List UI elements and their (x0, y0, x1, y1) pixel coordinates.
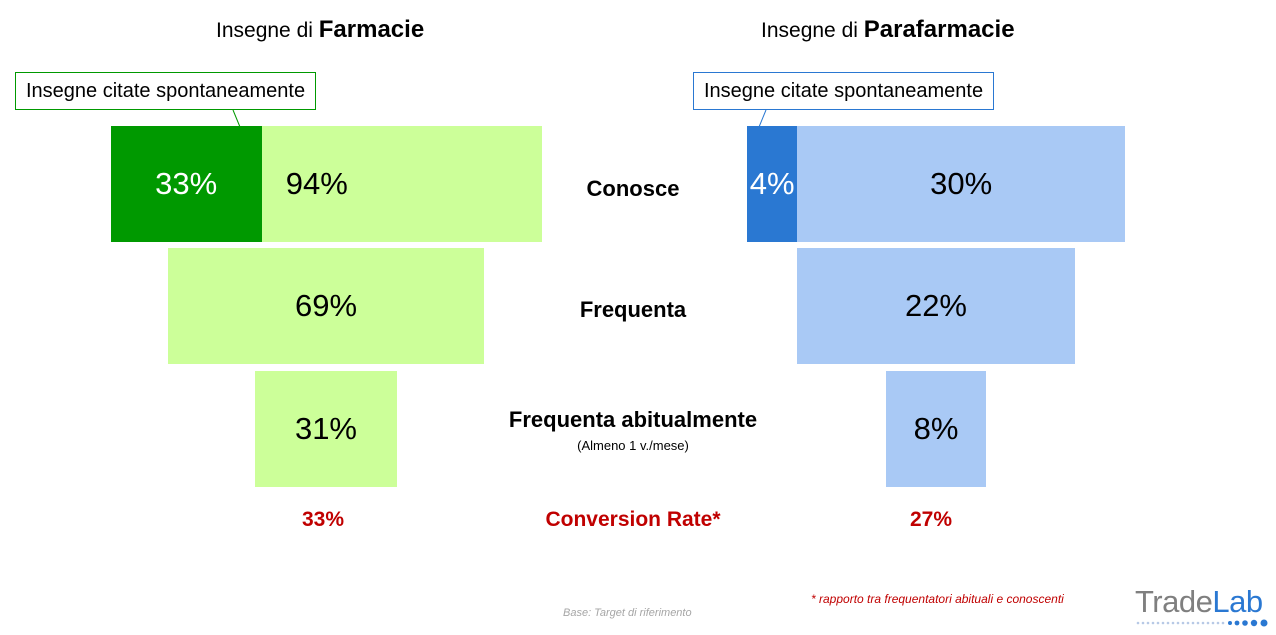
farmacie-callout-pointer (232, 109, 241, 128)
stage-label-frequenta-abitualmente: Frequenta abitualmente (508, 407, 758, 432)
stage-sublabel-frequenta-abitualmente: (Almeno 1 v./mese) (577, 438, 689, 453)
parafarmacie-spontaneous-callout: Insegne citate spontaneamente (693, 72, 995, 110)
logo-trade-text: Trade (1135, 584, 1213, 619)
parafarmacie-bar-conosce: 4% 30% (747, 126, 1125, 242)
farmacie-bar-frequenta: 69% (167, 248, 485, 364)
parafarmacie-title: Insegne di Parafarmacie (761, 16, 1015, 44)
logo-lab-text: Lab (1212, 584, 1263, 619)
stage-label-conosce: Conosce (586, 176, 680, 201)
parafarmacie-value-label-conosce: 30% (930, 166, 993, 201)
parafarmacie-spontaneous-value-label: 4% (749, 166, 795, 201)
tradelab-logo: TradeLab (1135, 584, 1263, 620)
parafarmacie-value-label-frequenta-abitualmente: 8% (913, 411, 959, 446)
farmacie-value-label-frequenta: 69% (294, 288, 358, 323)
conversion-footnote: * rapporto tra frequentatori abituali e … (811, 592, 1064, 606)
farmacie-title: Insegne di Farmacie (216, 16, 424, 44)
farmacie-title-prefix: Insegne di (216, 19, 313, 42)
parafarmacie-title-bold: Parafarmacie (863, 16, 1015, 43)
farmacie-spontaneous-callout: Insegne citate spontaneamente (15, 72, 317, 110)
conversion-rate-label: Conversion Rate* (545, 508, 721, 531)
parafarmacie-bar-frequenta-abitualmente: 8% (885, 371, 987, 487)
parafarmacie-callout-pointer (758, 109, 767, 128)
parafarmacie-spontaneous-bar: 4% (747, 126, 798, 242)
farmacie-bar-frequenta-abitualmente: 31% (254, 371, 398, 487)
farmacie-value-label-conosce: 94% (285, 166, 348, 201)
farmacie-bar-conosce: 33% 94% (110, 126, 542, 242)
farmacie-title-bold: Farmacie (318, 16, 425, 43)
farmacie-conversion-rate: 33% (301, 508, 345, 531)
stage-label-frequenta: Frequenta (579, 297, 687, 322)
parafarmacie-value-label-frequenta: 22% (904, 288, 967, 323)
parafarmacie-bar-frequenta: 22% (797, 248, 1075, 364)
farmacie-spontaneous-bar: 33% (110, 126, 262, 242)
logo-dots (1136, 619, 1268, 627)
farmacie-value-label-frequenta-abitualmente: 31% (294, 411, 357, 446)
farmacie-spontaneous-value-label: 33% (155, 166, 218, 201)
parafarmacie-conversion-rate: 27% (909, 508, 953, 531)
parafarmacie-title-prefix: Insegne di (761, 19, 858, 42)
base-note: Base: Target di riferimento (563, 607, 692, 619)
